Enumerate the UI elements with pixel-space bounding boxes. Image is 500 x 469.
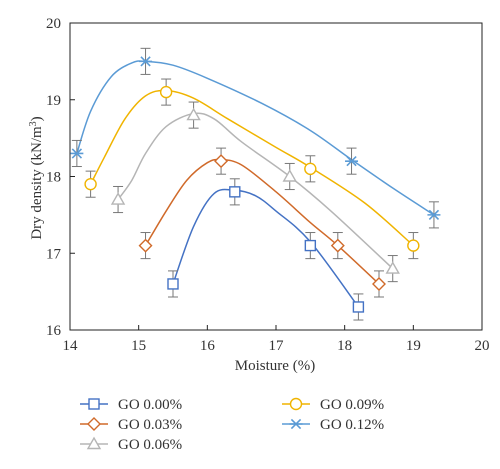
y-axis-label-end: ): [29, 116, 45, 121]
data-point-0: [167, 278, 179, 290]
legend-item-2: GO 0.06%: [80, 436, 182, 453]
y-axis-label-sup: 3: [28, 121, 39, 126]
data-point-4: [139, 56, 153, 67]
plot-frame: [69, 22, 483, 331]
data-point-1: [138, 238, 153, 253]
data-point-3: [84, 177, 97, 191]
legend-item-0: GO 0.00%: [80, 397, 182, 413]
legend-marker: [88, 398, 100, 410]
axes: [69, 22, 483, 331]
legend-item-4: GO 0.12%: [282, 417, 384, 433]
series-curve-0: [172, 188, 360, 308]
legend-marker: [87, 417, 101, 431]
data-point-4: [70, 148, 84, 159]
data-point-4: [427, 209, 441, 221]
data-point-1: [372, 276, 386, 291]
x-tick-label: 19: [406, 338, 421, 354]
series-curve-1: [144, 158, 380, 285]
x-tick-label: 20: [475, 338, 490, 354]
data-point-3: [304, 162, 317, 176]
y-tick-label: 19: [46, 93, 61, 109]
series-curves: [76, 60, 435, 308]
data-point-0: [304, 239, 317, 252]
x-tick-label: 15: [131, 338, 146, 354]
legend-label: GO 0.00%: [118, 397, 182, 413]
data-point-3: [159, 85, 173, 99]
series-curve-4: [76, 60, 435, 216]
tick-labels: 14 15 16 17 18 19 20 16 17 18 19 20: [46, 16, 490, 354]
y-tick-label: 18: [46, 170, 61, 186]
y-tick-label: 16: [46, 323, 62, 339]
legend-marker: [86, 436, 102, 450]
data-point-2: [110, 192, 126, 205]
x-axis-label: Moisture (%): [235, 358, 315, 374]
x-tick-label: 18: [337, 338, 352, 354]
series-markers: [70, 56, 441, 313]
y-tick-label: 17: [46, 246, 62, 262]
data-point-0: [229, 186, 241, 198]
x-tick-label: 16: [200, 338, 216, 354]
data-point-2: [385, 261, 400, 274]
legend-item-3: GO 0.09%: [282, 397, 384, 413]
legend-label: GO 0.09%: [320, 397, 384, 413]
legend: GO 0.00% GO 0.03% GO 0.06% GO 0.09% GO 0.12%: [80, 397, 384, 453]
data-point-0: [352, 301, 365, 313]
legend-marker: [289, 418, 303, 430]
error-bars: [71, 47, 439, 321]
legend-label: GO 0.12%: [320, 417, 384, 433]
x-tick-label: 17: [269, 338, 285, 354]
legend-item-1: GO 0.03%: [80, 417, 182, 433]
x-tick-label: 14: [63, 338, 79, 354]
series-curve-2: [117, 112, 394, 270]
data-point-2: [186, 107, 201, 121]
data-point-1: [214, 154, 229, 169]
y-tick-label: 20: [46, 16, 61, 32]
data-point-1: [330, 238, 345, 253]
y-axis-label-main: Dry density (kN/m: [29, 126, 45, 240]
legend-marker: [289, 397, 303, 411]
data-point-4: [345, 155, 359, 167]
legend-label: GO 0.06%: [118, 437, 182, 453]
data-point-3: [407, 239, 420, 252]
data-point-2: [282, 169, 297, 182]
y-axis-label: Dry density (kN/m3): [28, 116, 45, 239]
series-curve-3: [89, 89, 414, 247]
legend-label: GO 0.03%: [118, 417, 182, 433]
